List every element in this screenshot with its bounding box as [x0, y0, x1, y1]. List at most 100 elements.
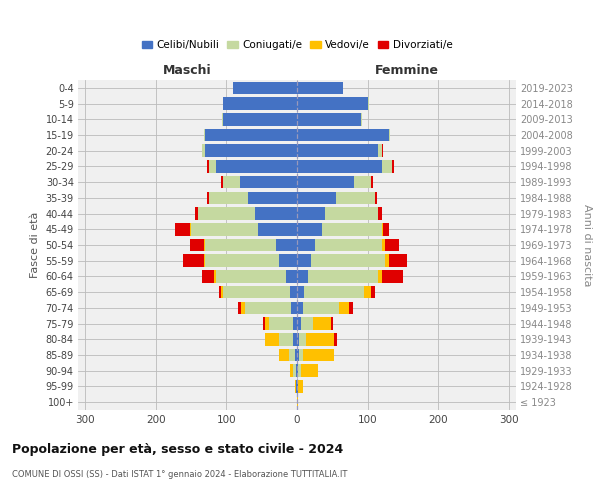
- Bar: [385, 254, 389, 267]
- Bar: [238, 302, 241, 314]
- Bar: [382, 223, 383, 235]
- Bar: [361, 113, 362, 126]
- Bar: [286, 270, 297, 282]
- Bar: [349, 302, 353, 314]
- Bar: [265, 333, 280, 345]
- Bar: [290, 286, 297, 298]
- Bar: [313, 318, 331, 330]
- Bar: [297, 144, 378, 157]
- Bar: [295, 348, 297, 362]
- Bar: [202, 144, 205, 157]
- Bar: [191, 223, 258, 235]
- Bar: [385, 238, 400, 252]
- Bar: [314, 238, 382, 252]
- Bar: [205, 144, 297, 157]
- Bar: [265, 318, 269, 330]
- Bar: [297, 380, 298, 392]
- Bar: [298, 380, 304, 392]
- Legend: Celibi/Nubili, Coniugati/e, Vedovi/e, Divorziati/e: Celibi/Nubili, Coniugati/e, Vedovi/e, Di…: [137, 36, 457, 54]
- Bar: [297, 302, 304, 314]
- Bar: [297, 208, 325, 220]
- Bar: [209, 160, 216, 172]
- Bar: [290, 364, 293, 377]
- Bar: [378, 270, 382, 282]
- Bar: [276, 238, 297, 252]
- Bar: [297, 238, 314, 252]
- Bar: [182, 254, 204, 267]
- Bar: [248, 192, 297, 204]
- Y-axis label: Anni di nascita: Anni di nascita: [583, 204, 592, 286]
- Bar: [198, 208, 254, 220]
- Bar: [297, 82, 343, 94]
- Bar: [301, 364, 318, 377]
- Bar: [296, 364, 297, 377]
- Bar: [296, 380, 297, 392]
- Bar: [364, 286, 371, 298]
- Bar: [297, 318, 301, 330]
- Bar: [368, 98, 369, 110]
- Bar: [293, 318, 297, 330]
- Bar: [241, 176, 297, 188]
- Bar: [389, 254, 407, 267]
- Bar: [306, 333, 334, 345]
- Bar: [331, 318, 333, 330]
- Bar: [207, 160, 209, 172]
- Bar: [338, 302, 349, 314]
- Bar: [280, 254, 297, 267]
- Bar: [297, 286, 304, 298]
- Bar: [299, 333, 306, 345]
- Bar: [325, 208, 378, 220]
- Bar: [190, 238, 204, 252]
- Bar: [222, 113, 223, 126]
- Bar: [205, 238, 276, 252]
- Bar: [293, 364, 296, 377]
- Bar: [304, 286, 364, 298]
- Bar: [204, 238, 205, 252]
- Bar: [297, 333, 299, 345]
- Bar: [263, 318, 265, 330]
- Bar: [233, 82, 297, 94]
- Bar: [378, 208, 382, 220]
- Text: Femmine: Femmine: [374, 64, 439, 76]
- Bar: [298, 364, 301, 377]
- Bar: [297, 364, 298, 377]
- Bar: [278, 348, 289, 362]
- Bar: [205, 128, 297, 141]
- Bar: [223, 113, 297, 126]
- Bar: [371, 176, 373, 188]
- Bar: [297, 223, 322, 235]
- Bar: [295, 380, 296, 392]
- Bar: [382, 144, 383, 157]
- Bar: [297, 348, 299, 362]
- Bar: [334, 333, 337, 345]
- Bar: [216, 270, 286, 282]
- Bar: [382, 270, 403, 282]
- Bar: [205, 254, 280, 267]
- Text: Popolazione per età, sesso e stato civile - 2024: Popolazione per età, sesso e stato civil…: [12, 442, 343, 456]
- Bar: [383, 223, 389, 235]
- Bar: [382, 238, 385, 252]
- Bar: [389, 128, 390, 141]
- Bar: [206, 192, 209, 204]
- Bar: [223, 286, 290, 298]
- Bar: [308, 270, 378, 282]
- Bar: [297, 176, 353, 188]
- Bar: [297, 98, 368, 110]
- Bar: [204, 254, 205, 267]
- Bar: [311, 254, 385, 267]
- Bar: [375, 192, 377, 204]
- Bar: [302, 348, 334, 362]
- Bar: [371, 286, 375, 298]
- Bar: [190, 223, 191, 235]
- Bar: [297, 160, 382, 172]
- Bar: [223, 176, 241, 188]
- Bar: [297, 128, 389, 141]
- Bar: [301, 318, 313, 330]
- Bar: [218, 286, 221, 298]
- Bar: [336, 192, 375, 204]
- Bar: [254, 208, 297, 220]
- Bar: [297, 396, 298, 408]
- Bar: [195, 208, 198, 220]
- Y-axis label: Fasce di età: Fasce di età: [30, 212, 40, 278]
- Bar: [293, 333, 297, 345]
